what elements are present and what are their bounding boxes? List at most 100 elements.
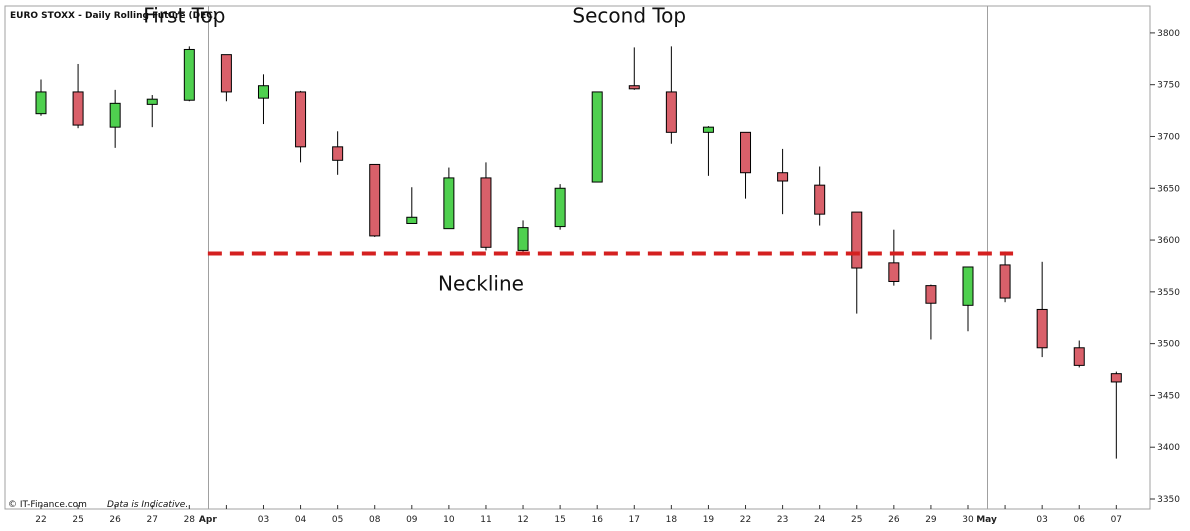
candle-body-down	[72, 91, 84, 126]
x-tick-label: 03	[1036, 515, 1047, 525]
annotation-label: First Top	[143, 3, 225, 27]
y-tick-label: 3600	[1157, 236, 1180, 246]
y-axis: 3350 3400 3450 3500 3550 3600 3650 3700 3750 3800	[1150, 29, 1180, 505]
x-tick-label: Apr	[199, 515, 217, 525]
candle	[332, 131, 344, 175]
candles	[35, 46, 1122, 459]
x-tick-label: 06	[1074, 515, 1086, 525]
x-axis: 22 25 26 27 28 Apr 03 04 05 08 09 10 11 12 15 16 17 18 19 2…	[35, 505, 1122, 525]
y-tick-label: 3650	[1157, 184, 1180, 194]
x-tick-label: 30	[962, 515, 974, 525]
annotations: First Top Second Top Neckline	[143, 3, 686, 295]
x-tick-label: 26	[109, 515, 121, 525]
x-tick-label: 29	[925, 515, 937, 525]
candle	[1036, 261, 1048, 358]
candle	[554, 184, 566, 230]
candle	[999, 251, 1011, 303]
candle-body-down	[369, 163, 381, 237]
y-tick-label: 3350	[1157, 495, 1180, 505]
candle	[443, 167, 455, 230]
candle-body-up	[35, 91, 47, 115]
candle	[146, 95, 158, 128]
y-tick-label: 3700	[1157, 132, 1180, 142]
candle	[591, 91, 603, 183]
x-tick-label: 12	[517, 515, 528, 525]
candle	[702, 126, 714, 176]
x-tick-label: 23	[777, 515, 788, 525]
candle-body-up	[554, 187, 566, 228]
candle-body-up	[443, 177, 455, 230]
chart-title: EURO STOXX - Daily Rolling Future (DEC)	[10, 11, 217, 21]
x-tick-label: 09	[406, 515, 418, 525]
candle	[1110, 371, 1122, 459]
candle-body-down	[480, 177, 492, 248]
x-tick-label: 27	[147, 515, 158, 525]
x-tick-label: 04	[295, 515, 307, 525]
x-tick-label: 03	[258, 515, 269, 525]
candle	[35, 79, 47, 116]
candle	[480, 162, 492, 251]
candle-body-down	[999, 264, 1011, 299]
candle-body-up	[517, 227, 529, 251]
candle-body-down	[814, 184, 826, 215]
x-tick-label: 18	[666, 515, 678, 525]
y-tick-label: 3550	[1157, 288, 1180, 298]
x-tick-label: 22	[35, 515, 46, 525]
x-tick-label: 22	[740, 515, 751, 525]
candle	[220, 54, 232, 102]
candle	[406, 187, 418, 224]
y-tick-label: 3450	[1157, 391, 1180, 401]
candle	[777, 148, 789, 215]
candle-body-down	[220, 54, 232, 93]
footer-note: Data is Indicative.	[107, 500, 188, 510]
candle-body-down	[851, 211, 863, 269]
y-tick-label: 3800	[1157, 29, 1180, 39]
x-tick-label: 08	[369, 515, 381, 525]
candle	[109, 89, 121, 148]
plot-frame	[4, 5, 1151, 510]
x-tick-label: 25	[72, 515, 83, 525]
candle-body-down	[740, 131, 752, 174]
candle-body-up	[257, 85, 269, 99]
candle	[257, 74, 269, 125]
x-tick-label: 26	[888, 515, 900, 525]
candle	[814, 166, 826, 226]
y-tick-label: 3500	[1157, 340, 1180, 350]
candle	[628, 47, 640, 90]
candle	[295, 90, 307, 163]
candle-body-down	[1073, 347, 1085, 366]
x-tick-label: 19	[703, 515, 715, 525]
candle-body-down	[332, 146, 344, 161]
x-tick-label: 15	[554, 515, 565, 525]
x-tick-label: 05	[332, 515, 343, 525]
y-tick-label: 3400	[1157, 443, 1180, 453]
candle	[183, 46, 195, 102]
candle	[740, 131, 752, 199]
candle-body-up	[146, 98, 158, 105]
annotation-label: Neckline	[438, 272, 524, 296]
candle-body-up	[109, 102, 121, 128]
candle	[925, 284, 937, 340]
annotation-label: Second Top	[572, 3, 686, 27]
footer-source: © IT-Finance.com	[8, 500, 87, 510]
x-tick-label: 24	[814, 515, 826, 525]
x-tick-label: 25	[851, 515, 862, 525]
candle	[962, 266, 974, 332]
y-tick-label: 3750	[1157, 81, 1180, 91]
x-tick-label: 16	[591, 515, 603, 525]
candle	[851, 211, 863, 314]
x-tick-label: 28	[184, 515, 196, 525]
candle	[369, 163, 381, 237]
x-tick-label: 11	[480, 515, 491, 525]
x-tick-label: 07	[1111, 515, 1122, 525]
candle-body-down	[777, 172, 789, 182]
candle-body-down	[628, 85, 640, 90]
candle	[72, 63, 84, 129]
candle-body-down	[888, 262, 900, 282]
month-separator-lines	[208, 6, 988, 509]
x-tick-label: 17	[629, 515, 640, 525]
candle-body-down	[295, 91, 307, 148]
candle-body-down	[1110, 373, 1122, 383]
candle	[665, 46, 677, 144]
